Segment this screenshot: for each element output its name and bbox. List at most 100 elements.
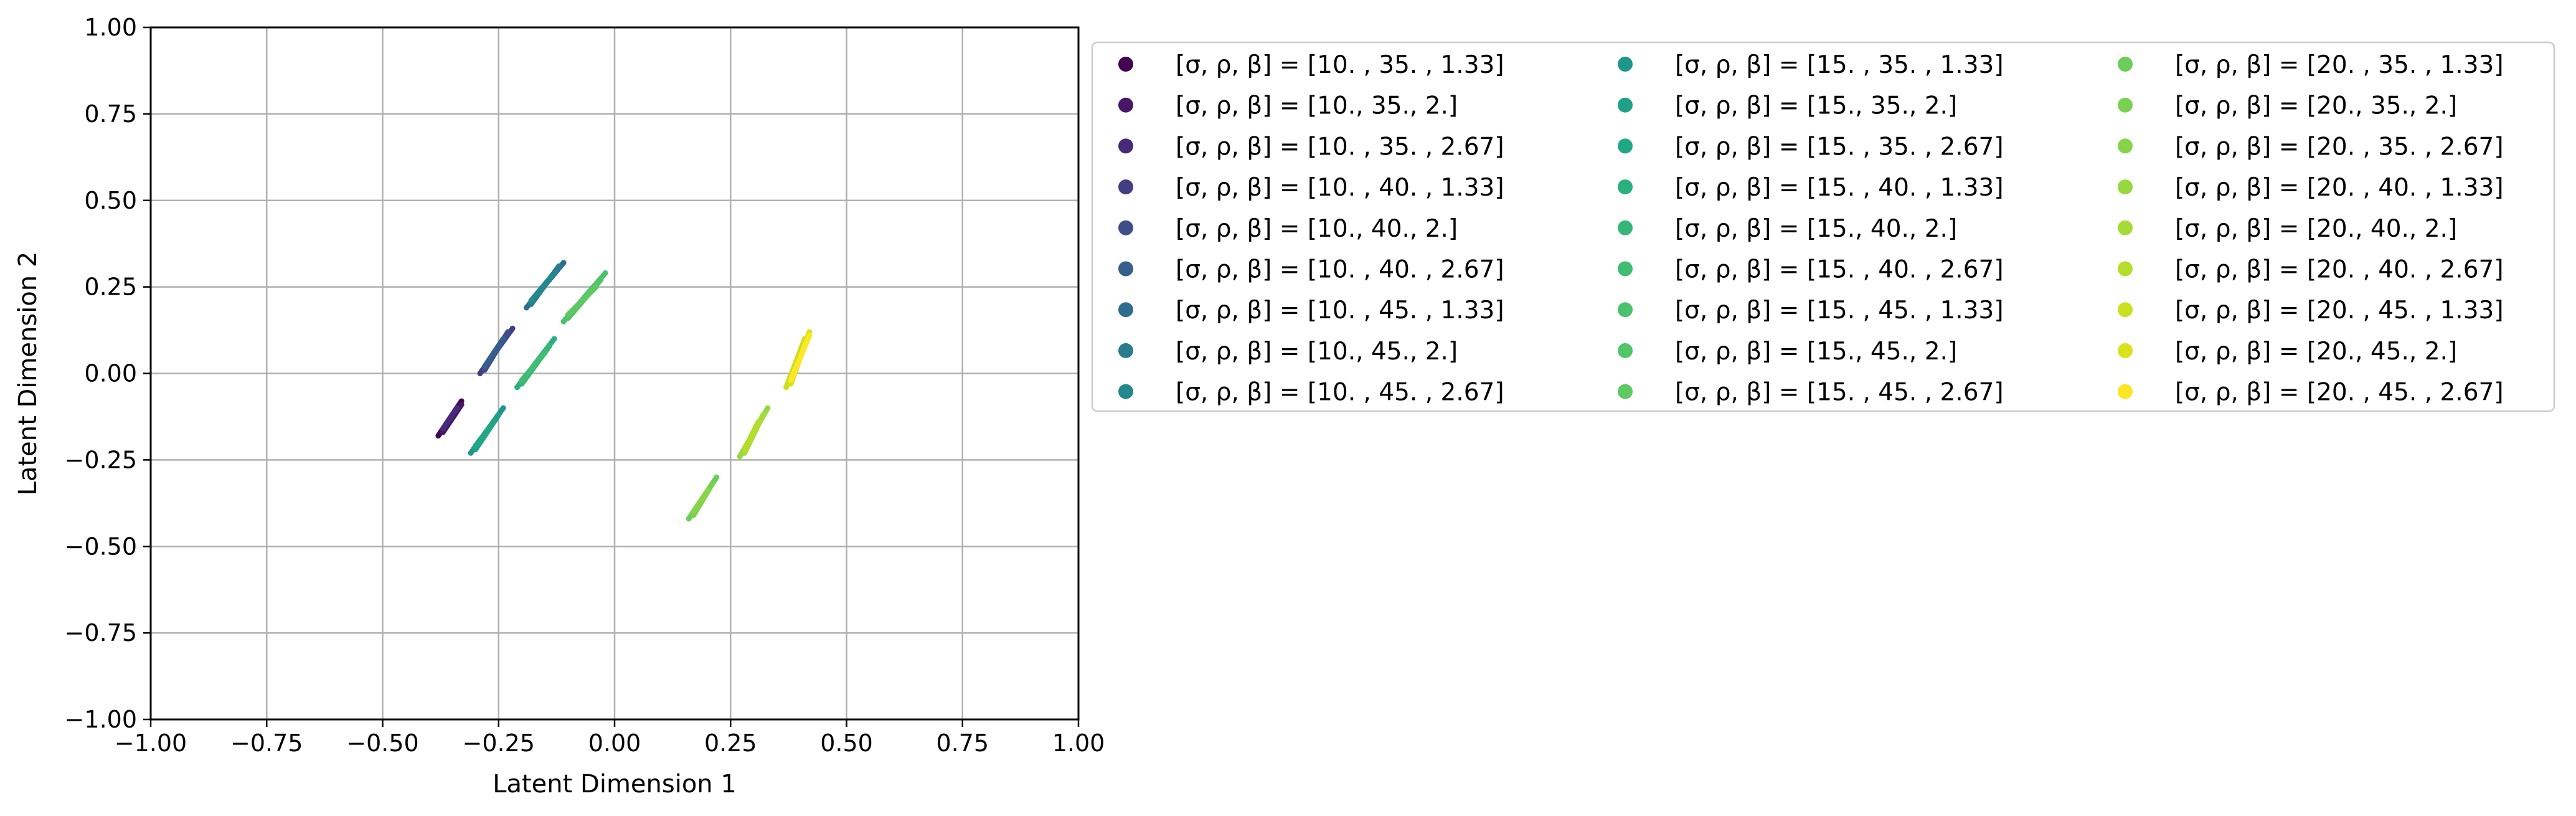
legend-label: [σ, ρ, β] = [10. , 40. , 2.67] xyxy=(1176,256,1504,284)
scatter-point xyxy=(593,284,599,290)
y-tick-label: −1.00 xyxy=(65,706,137,733)
legend-label: [σ, ρ, β] = [10. , 45. , 1.33] xyxy=(1176,297,1504,325)
series-group xyxy=(473,419,497,449)
legend-label: [σ, ρ, β] = [20. , 35. , 2.67] xyxy=(2175,133,2504,161)
scatter-point xyxy=(704,488,710,494)
scatter-point xyxy=(458,401,465,407)
legend-marker xyxy=(2118,97,2133,113)
legend-item: [σ, ρ, β] = [15. , 40. , 2.67] xyxy=(1618,256,2004,284)
legend-marker xyxy=(2118,343,2133,358)
legend-marker xyxy=(1118,138,1133,154)
legend-label: [σ, ρ, β] = [15. , 40. , 2.67] xyxy=(1675,256,2004,284)
legend-item: [σ, ρ, β] = [10. , 40. , 2.67] xyxy=(1118,256,1504,284)
legend-frame xyxy=(1091,41,2555,412)
scatter-point xyxy=(496,412,502,418)
legend-marker xyxy=(1118,57,1133,72)
legend-label: [σ, ρ, β] = [10., 35., 2.] xyxy=(1176,92,1458,120)
scatter-point xyxy=(491,419,497,425)
series-group xyxy=(519,349,548,384)
legend-label: [σ, ρ, β] = [15. , 35. , 1.33] xyxy=(1675,51,2004,79)
scatter-point xyxy=(602,270,608,276)
legend-marker xyxy=(1118,302,1133,318)
legend-label: [σ, ρ, β] = [20. , 45. , 2.67] xyxy=(2175,379,2504,407)
legend-marker xyxy=(2118,384,2133,399)
series-group xyxy=(788,332,813,384)
x-tick-label: −0.75 xyxy=(230,729,303,757)
legend-items: [σ, ρ, β] = [10. , 35. , 1.33] [σ, ρ, β] … xyxy=(1118,51,2504,407)
legend-item: [σ, ρ, β] = [10. , 40. , 1.33] xyxy=(1118,174,1504,202)
y-tick-label: 0.50 xyxy=(84,187,137,214)
legend-item: [σ, ρ, β] = [20. , 45. , 1.33] xyxy=(2118,297,2504,325)
legend-marker xyxy=(1118,343,1133,358)
scatter-point xyxy=(505,329,511,335)
legend-item: [σ, ρ, β] = [10. , 45. , 1.33] xyxy=(1118,297,1504,325)
legend-marker xyxy=(1118,261,1133,277)
legend-item: [σ, ρ, β] = [10., 35., 2.] xyxy=(1118,92,1458,120)
legend-label: [σ, ρ, β] = [20. , 40. , 1.33] xyxy=(2175,174,2504,202)
y-tick-label: 0.25 xyxy=(84,273,137,301)
x-tick-label: 0.75 xyxy=(936,729,989,757)
series-group xyxy=(742,419,762,453)
legend-marker xyxy=(1118,384,1133,399)
scatter-point xyxy=(551,270,557,276)
legend-item: [σ, ρ, β] = [20. , 40. , 2.67] xyxy=(2118,256,2504,284)
plot-area: −1.00 −0.75 −0.50 −0.25 0.00 0.25 0.50 0.75 1.00… xyxy=(65,14,1105,757)
y-tick-label: −0.50 xyxy=(65,533,137,560)
legend-label: [σ, ρ, β] = [20., 35., 2.] xyxy=(2175,92,2457,120)
y-tick-label: 0.00 xyxy=(84,360,137,387)
x-tick-label: 1.00 xyxy=(1052,729,1105,757)
series-group xyxy=(481,336,506,369)
scatter-point xyxy=(509,325,516,331)
legend-item: [σ, ρ, β] = [20. , 45. , 2.67] xyxy=(2118,379,2504,407)
y-tick-label: 1.00 xyxy=(84,14,137,41)
legend-item: [σ, ρ, β] = [15. , 45. , 1.33] xyxy=(1618,297,2004,325)
legend-marker xyxy=(1618,179,1633,195)
legend-item: [σ, ρ, β] = [15., 45., 2.] xyxy=(1618,338,1957,366)
legend-marker xyxy=(1618,302,1633,318)
legend-item: [σ, ρ, β] = [15. , 35. , 1.33] xyxy=(1618,51,2004,79)
legend-label: [σ, ρ, β] = [15. , 40. , 1.33] xyxy=(1675,174,2004,202)
scatter-point xyxy=(598,277,604,283)
y-tick-label: 0.75 xyxy=(84,100,137,128)
legend-label: [σ, ρ, β] = [15., 35., 2.] xyxy=(1675,92,1957,120)
scatter-point xyxy=(765,405,771,411)
scatter-point xyxy=(551,336,557,342)
series-group xyxy=(440,405,460,432)
legend-item: [σ, ρ, β] = [15., 35., 2.] xyxy=(1618,92,1957,120)
x-tick-label: −0.25 xyxy=(463,729,535,757)
legend-item: [σ, ρ, β] = [10. , 35. , 2.67] xyxy=(1118,133,1504,161)
legend-label: [σ, ρ, β] = [10. , 35. , 1.33] xyxy=(1176,51,1504,79)
legend-item: [σ, ρ, β] = [15. , 40. , 1.33] xyxy=(1618,174,2004,202)
legend-marker xyxy=(2118,261,2133,277)
legend-marker xyxy=(1618,220,1633,235)
legend-label: [σ, ρ, β] = [20., 45., 2.] xyxy=(2175,338,2457,366)
legend-label: [σ, ρ, β] = [10., 40., 2.] xyxy=(1176,215,1458,243)
legend-label: [σ, ρ, β] = [20. , 35. , 1.33] xyxy=(2175,51,2504,79)
legend-label: [σ, ρ, β] = [10. , 40. , 1.33] xyxy=(1176,174,1504,202)
legend-item: [σ, ρ, β] = [10. , 35. , 1.33] xyxy=(1118,51,1504,79)
y-tick-label: −0.75 xyxy=(65,619,137,647)
legend-label: [σ, ρ, β] = [20., 40., 2.] xyxy=(2175,215,2457,243)
legend-marker xyxy=(1618,57,1633,72)
legend-label: [σ, ρ, β] = [10. , 45. , 2.67] xyxy=(1176,379,1504,407)
x-tick-label: −1.00 xyxy=(115,729,187,757)
scatter-point xyxy=(547,343,553,349)
legend-marker xyxy=(1118,220,1133,235)
scatter-point xyxy=(500,405,506,411)
legend-item: [σ, ρ, β] = [10. , 45. , 2.67] xyxy=(1118,379,1504,407)
legend-item: [σ, ρ, β] = [20., 45., 2.] xyxy=(2118,338,2457,366)
legend-marker xyxy=(1618,261,1633,277)
legend-marker xyxy=(2118,138,2133,154)
legend-item: [σ, ρ, β] = [20., 35., 2.] xyxy=(2118,92,2457,120)
scatter-point xyxy=(755,419,762,425)
data-marks xyxy=(435,260,813,522)
legend-label: [σ, ρ, β] = [10. , 35. , 2.67] xyxy=(1176,133,1504,161)
legend-label: [σ, ρ, β] = [20. , 45. , 1.33] xyxy=(2175,297,2504,325)
y-tick-label: −0.25 xyxy=(65,446,137,473)
legend-marker xyxy=(1618,343,1633,358)
scatter-point xyxy=(709,481,715,487)
series-group xyxy=(528,270,557,304)
legend-marker xyxy=(2118,302,2133,318)
legend-label: [σ, ρ, β] = [20. , 40. , 2.67] xyxy=(2175,256,2504,284)
legend-label: [σ, ρ, β] = [15., 45., 2.] xyxy=(1675,338,1957,366)
